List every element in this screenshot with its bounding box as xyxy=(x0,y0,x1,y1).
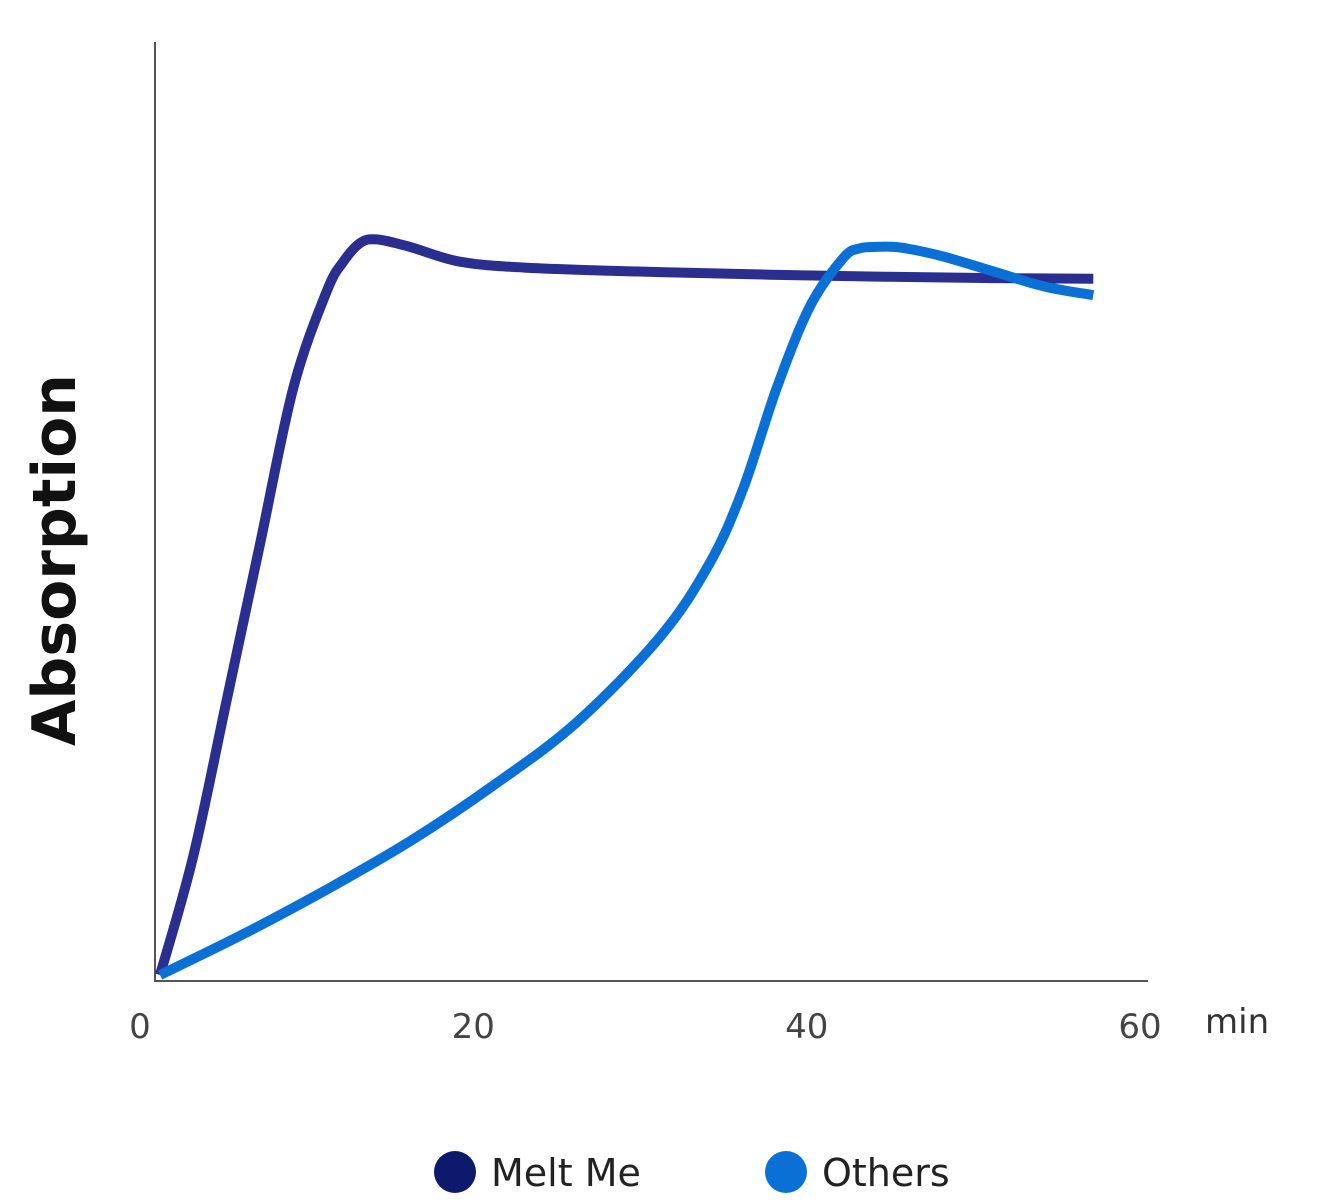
x-tick-label-0: 0 xyxy=(129,1007,151,1047)
series-line-melt-me xyxy=(155,234,1094,977)
series-layer xyxy=(155,234,1095,980)
legend-swatch-others xyxy=(765,1151,807,1193)
x-tick-label-40: 40 xyxy=(785,1007,828,1047)
legend-swatch-melt-me xyxy=(434,1151,476,1193)
legend-item-melt-me: Melt Me xyxy=(434,1151,641,1195)
series-line-others xyxy=(157,241,1095,980)
x-tick-label-20: 20 xyxy=(452,1007,495,1047)
axes xyxy=(154,42,1148,982)
legend-item-others: Others xyxy=(765,1151,950,1195)
x-axis-unit-label: min xyxy=(1205,1002,1269,1042)
x-tick-labels: 0 20 40 60 xyxy=(129,1007,1161,1047)
x-tick-label-60: 60 xyxy=(1118,1007,1161,1047)
legend-label-melt-me: Melt Me xyxy=(491,1151,641,1195)
legend: Melt Me Others xyxy=(434,1151,950,1195)
legend-label-others: Others xyxy=(822,1151,950,1195)
y-axis-title: Absorption xyxy=(20,374,90,746)
